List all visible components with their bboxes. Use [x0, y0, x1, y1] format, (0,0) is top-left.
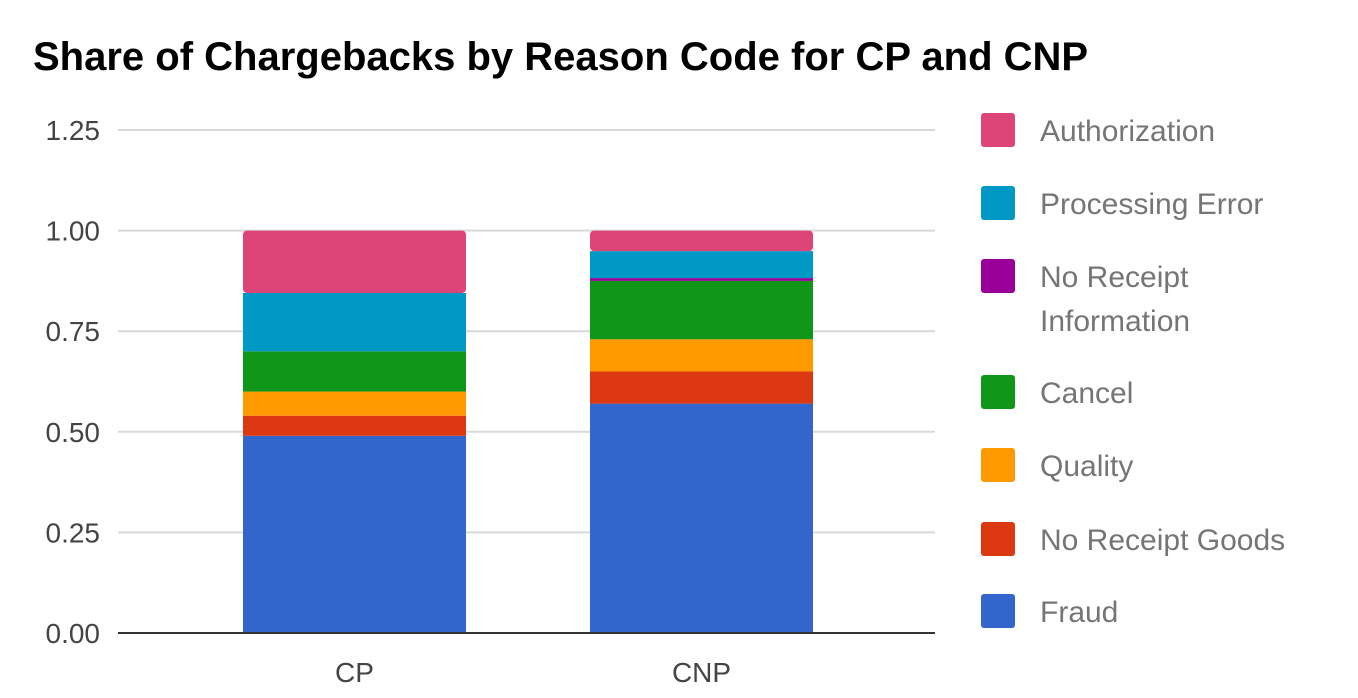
legend-label: Processing Error [1040, 188, 1263, 221]
legend-swatch [981, 259, 1015, 293]
legend-item: Authorization [981, 113, 1215, 148]
bar-segment-cp-quality [243, 391, 466, 416]
legend-item: Quality [981, 448, 1133, 483]
y-tick-label: 1.00 [46, 216, 101, 247]
legend-item: No Receipt Information [981, 259, 1190, 338]
legend-item: No Receipt Goods [981, 522, 1285, 557]
bar-segment-cp-no-receipt-goods [243, 415, 466, 436]
legend-swatch [981, 375, 1015, 409]
y-tick-label: 0.25 [46, 517, 101, 548]
legend-label: Fraud [1040, 596, 1118, 629]
legend-label: Authorization [1040, 115, 1215, 148]
legend-label: Quality [1040, 450, 1133, 483]
y-tick-label: 0.00 [46, 618, 101, 649]
bar-segment-cnp-processing-error [590, 251, 813, 279]
bar-segment-cnp-fraud [590, 403, 813, 633]
legend-item: Cancel [981, 375, 1133, 410]
legend-swatch [981, 522, 1015, 556]
y-tick-label: 0.50 [46, 417, 101, 448]
bar-segment-cp-authorization [243, 230, 466, 293]
bar-segment-cp-processing-error [243, 292, 466, 352]
legend-item: Fraud [981, 594, 1118, 629]
bar-segment-cnp-authorization [590, 230, 813, 252]
legend-swatch [981, 594, 1015, 628]
x-tick-label: CNP [672, 657, 731, 688]
legend-swatch [981, 113, 1015, 147]
bar-segment-cnp-cancel [590, 280, 813, 340]
chart-title: Share of Chargebacks by Reason Code for … [33, 35, 1088, 79]
y-tick-label: 0.75 [46, 316, 101, 347]
legend-label: Information [1040, 305, 1190, 338]
legend-label: No Receipt [1040, 261, 1189, 294]
bar-segment-cnp-no-receipt-information [590, 278, 813, 281]
legend-label: No Receipt Goods [1040, 524, 1285, 557]
legend-swatch [981, 186, 1015, 220]
bar-segment-cnp-quality [590, 339, 813, 372]
bar-segment-cnp-no-receipt-goods [590, 371, 813, 404]
bar-segment-cp-cancel [243, 351, 466, 392]
legend-swatch [981, 448, 1015, 482]
legend-item: Processing Error [981, 186, 1263, 221]
bar-segment-cp-fraud [243, 435, 466, 633]
legend-label: Cancel [1040, 377, 1133, 410]
x-tick-label: CP [335, 657, 374, 688]
y-tick-label: 1.25 [46, 115, 101, 146]
